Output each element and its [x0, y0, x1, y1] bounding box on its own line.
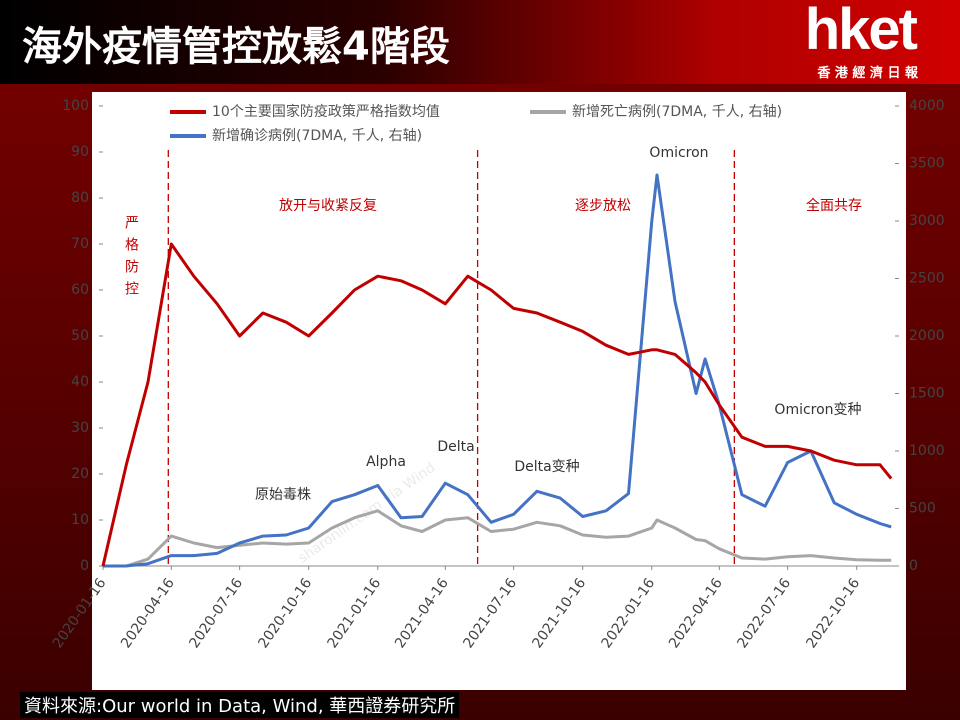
- series-line: [101, 242, 893, 567]
- y-tick-label: 0: [80, 558, 89, 574]
- y-tick-label: 80: [71, 190, 89, 206]
- x-tick-label: 2020-07-16: [186, 575, 246, 651]
- annotation: 逐步放松: [575, 198, 631, 214]
- x-tick-label: 2021-10-16: [529, 575, 589, 651]
- y-tick-label: 40: [71, 374, 89, 390]
- y2-tick-label: 1000: [909, 443, 945, 459]
- y2-tick-label: 4000: [909, 98, 945, 114]
- annotation: Omicron: [649, 145, 708, 161]
- y2-tick-label: 3500: [909, 156, 945, 172]
- y-tick-label: 60: [71, 282, 89, 298]
- x-tick-label: 2021-01-16: [325, 575, 385, 651]
- y-tick-label: 100: [62, 98, 89, 114]
- header: 海外疫情管控放鬆4階段 hket 香 港 經 濟 日 報: [0, 0, 960, 84]
- source: 資料來源:Our world in Data, Wind, 華西證券研究所: [20, 692, 460, 718]
- y-tick-label: 50: [71, 328, 89, 344]
- logo-subtitle: 香 港 經 濟 日 報: [817, 66, 918, 81]
- plot-panel: [92, 92, 906, 690]
- y-tick-label: 30: [71, 420, 89, 436]
- y-tick-label: 20: [71, 466, 89, 482]
- annotation: 放开与收紧反复: [279, 197, 377, 214]
- y-tick-label: 10: [71, 512, 89, 528]
- x-tick-label: 2020-10-16: [255, 575, 315, 651]
- x-tick-label: 2022-04-16: [666, 575, 726, 651]
- y2-tick-label: 2500: [909, 271, 945, 287]
- title: 海外疫情管控放鬆4階段: [22, 24, 450, 70]
- y-tick-label: 90: [71, 144, 89, 160]
- legend-label: 新增死亡病例(7DMA, 千人, 右轴): [572, 104, 782, 120]
- y2-tick-label: 2000: [909, 328, 945, 344]
- legend-label: 10个主要国家防疫政策严格指数均值: [212, 103, 440, 120]
- annotation: Delta变种: [514, 459, 579, 475]
- logo: hket: [804, 0, 918, 62]
- annotation: 严格防控: [123, 215, 139, 303]
- y-tick-label: 70: [71, 236, 89, 252]
- series-line: [103, 509, 892, 568]
- x-tick-label: 2022-01-16: [599, 575, 659, 651]
- annotation: Delta: [437, 439, 474, 455]
- x-tick-label: 2020-04-16: [118, 575, 178, 651]
- x-tick-label: 2020-01-16: [50, 575, 110, 651]
- x-tick-label: 2021-04-16: [392, 575, 452, 651]
- y2-tick-label: 0: [909, 558, 918, 574]
- x-tick-label: 2022-10-16: [803, 575, 863, 651]
- annotation: Alpha: [366, 454, 406, 470]
- y2-tick-label: 1500: [909, 386, 945, 402]
- annotation: 全面共存: [806, 197, 862, 214]
- y2-tick-label: 500: [909, 501, 936, 517]
- x-tick-label: 2022-07-16: [734, 575, 794, 651]
- legend-label: 新增确诊病例(7DMA, 千人, 右轴): [212, 128, 422, 144]
- y2-tick-label: 3000: [909, 213, 945, 229]
- series-line: [103, 173, 892, 568]
- annotation: Omicron变种: [774, 402, 861, 418]
- x-tick-label: 2021-07-16: [460, 575, 520, 651]
- annotation: 原始毒株: [255, 487, 311, 503]
